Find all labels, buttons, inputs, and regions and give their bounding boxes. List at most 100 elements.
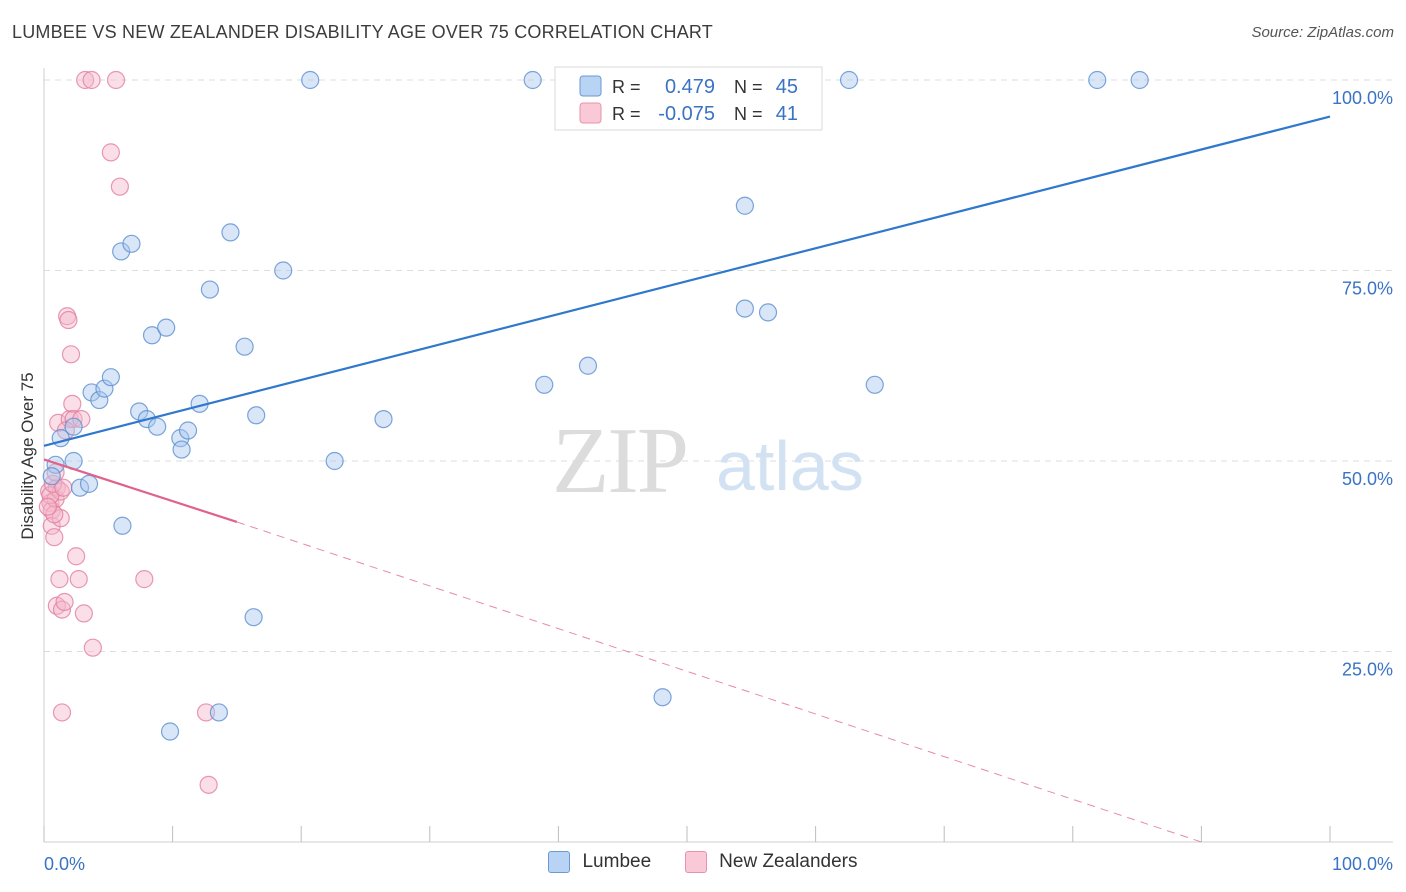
lumbee-point-13 xyxy=(130,402,149,421)
legend-swatch-lumbee xyxy=(548,851,571,873)
new-zealanders-point-28 xyxy=(101,143,120,162)
lumbee-point-4 xyxy=(70,478,90,497)
lumbee-trend-line xyxy=(43,115,1331,447)
lumbee-point-33 xyxy=(523,70,542,90)
lumbee-point-24 xyxy=(209,703,228,722)
stats-r-label-lumbee: R = xyxy=(612,77,641,97)
lumbee-point-5 xyxy=(79,474,99,493)
legend-item-new-zealanders[interactable]: New Zealanders xyxy=(685,851,858,873)
lumbee-point-38 xyxy=(735,299,754,318)
lumbee-points xyxy=(42,70,1149,741)
y-tick-label-1: 50.0% xyxy=(1342,469,1393,489)
lumbee-point-0 xyxy=(46,455,65,474)
new-zealanders-trend-extension xyxy=(236,521,1202,843)
new-zealanders-point-8 xyxy=(49,413,68,432)
watermark-zip: ZIP xyxy=(552,409,687,513)
tick-labels: 25.0% 50.0% 75.0% 100.0% 0.0% 100.0% xyxy=(44,88,1393,874)
axes xyxy=(43,68,1393,843)
lumbee-point-17 xyxy=(157,318,176,337)
new-zealanders-point-25 xyxy=(76,70,95,90)
x-tick-label-0: 0.0% xyxy=(44,854,85,874)
new-zealanders-point-32 xyxy=(196,703,216,722)
y-tick-label-2: 75.0% xyxy=(1342,279,1393,299)
lumbee-point-11 xyxy=(112,242,131,261)
new-zealanders-point-4 xyxy=(45,528,64,547)
stats-n-label-lumbee: N = xyxy=(734,77,763,97)
lumbee-point-36 xyxy=(653,688,672,707)
lumbee-point-16 xyxy=(148,417,167,436)
lumbee-point-9 xyxy=(101,368,120,387)
lumbee-point-32 xyxy=(374,409,393,429)
source-label: Source: ZipAtlas.com xyxy=(1251,24,1394,41)
new-zealanders-point-9 xyxy=(50,570,69,589)
lumbee-point-7 xyxy=(90,390,109,410)
lumbee-point-23 xyxy=(200,280,219,299)
lumbee-point-21 xyxy=(178,421,198,440)
lumbee-point-44 xyxy=(42,467,61,486)
lumbee-point-29 xyxy=(274,261,293,280)
chart-title: LUMBEE VS NEW ZEALANDER DISABILITY AGE O… xyxy=(12,22,713,42)
new-zealanders-point-24 xyxy=(74,604,93,623)
new-zealanders-point-31 xyxy=(135,570,154,589)
lumbee-point-39 xyxy=(758,303,778,322)
lumbee-point-42 xyxy=(1088,70,1107,90)
stats-r-value-new-zealanders: -0.075 xyxy=(658,103,715,125)
lumbee-point-35 xyxy=(578,356,598,375)
lumbee-point-18 xyxy=(160,722,180,741)
lumbee-point-41 xyxy=(865,375,884,394)
lumbee-point-8 xyxy=(95,379,114,398)
stats-n-label-new-zealanders: N = xyxy=(734,104,763,124)
new-zealanders-point-12 xyxy=(52,703,72,722)
new-zealanders-point-29 xyxy=(106,70,126,90)
stats-swatch-new-zealanders xyxy=(579,102,602,124)
watermark-atlas: atlas xyxy=(716,427,864,505)
lumbee-point-37 xyxy=(735,196,754,215)
lumbee-point-10 xyxy=(113,516,132,535)
new-zealanders-point-23 xyxy=(72,409,91,429)
y-tick-label-0: 25.0% xyxy=(1342,660,1393,680)
lumbee-point-30 xyxy=(301,70,320,90)
new-zealanders-point-19 xyxy=(63,394,82,413)
new-zealanders-point-27 xyxy=(83,638,102,657)
lumbee-point-20 xyxy=(172,440,191,459)
stats-n-value-lumbee: 45 xyxy=(776,76,798,98)
lumbee-point-12 xyxy=(122,234,141,253)
stats-r-value-lumbee: 0.479 xyxy=(665,76,715,98)
new-zealanders-point-35 xyxy=(43,474,63,493)
legend-label-new-zealanders: New Zealanders xyxy=(719,851,858,872)
new-zealanders-points xyxy=(38,70,218,794)
new-zealanders-point-30 xyxy=(110,177,129,196)
stats-swatch-lumbee xyxy=(579,75,602,97)
new-zealanders-point-33 xyxy=(199,775,218,794)
legend-swatch-new-zealanders xyxy=(685,851,708,873)
lumbee-point-31 xyxy=(325,451,344,471)
lumbee-point-40 xyxy=(839,70,859,90)
new-zealanders-point-26 xyxy=(82,70,101,90)
lumbee-point-26 xyxy=(235,337,254,356)
new-zealanders-trend-line xyxy=(43,458,238,524)
stats-n-value-new-zealanders: 41 xyxy=(776,103,798,125)
new-zealanders-point-16 xyxy=(59,310,78,330)
y-axis-label: Disability Age Over 75 xyxy=(18,372,37,539)
new-zealanders-point-22 xyxy=(69,570,88,589)
lumbee-point-34 xyxy=(535,375,554,394)
stats-r-label-new-zealanders: R = xyxy=(612,104,641,124)
lumbee-point-28 xyxy=(247,406,266,425)
new-zealanders-point-18 xyxy=(61,345,81,364)
lumbee-point-2 xyxy=(64,417,83,436)
lumbee-point-15 xyxy=(142,326,162,345)
lumbee-point-43 xyxy=(1130,70,1149,90)
watermark: ZIP atlas xyxy=(552,409,864,513)
new-zealanders-point-14 xyxy=(55,592,74,612)
x-tick-label-1: 100.0% xyxy=(1332,854,1393,874)
legend-label-lumbee: Lumbee xyxy=(582,851,652,872)
grid-lines xyxy=(44,79,1393,652)
lumbee-point-27 xyxy=(244,608,263,627)
legend-item-lumbee[interactable]: Lumbee xyxy=(548,851,651,873)
new-zealanders-point-38 xyxy=(38,497,57,516)
series-legend: Lumbee New Zealanders xyxy=(0,851,1406,873)
y-tick-label-3: 100.0% xyxy=(1332,88,1393,108)
lumbee-point-25 xyxy=(221,223,240,242)
trend-lines xyxy=(43,115,1331,843)
